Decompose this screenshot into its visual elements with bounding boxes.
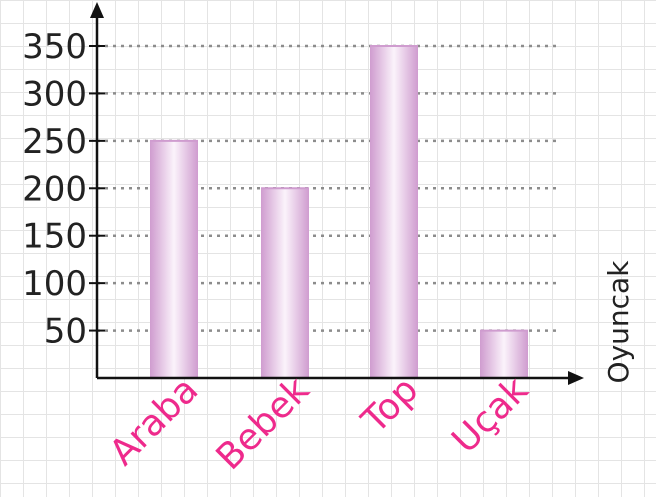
- y-tick-label: 250: [22, 122, 87, 162]
- x-axis-title: Oyuncak: [602, 260, 635, 384]
- y-tick-label: 350: [22, 27, 87, 67]
- bars: [150, 45, 528, 378]
- y-tick-label: 150: [22, 217, 87, 257]
- bar-bebek: [261, 188, 309, 378]
- x-category-label: Bebek: [209, 369, 318, 478]
- x-axis-arrow: [568, 371, 584, 385]
- x-category-label: Araba: [102, 369, 206, 473]
- y-tick-label: 50: [44, 312, 87, 352]
- y-tick-label: 300: [22, 74, 87, 114]
- bar-uçak: [480, 330, 528, 378]
- y-tick-label: 100: [22, 264, 87, 304]
- y-tick-label: 200: [22, 169, 87, 209]
- bar-araba: [150, 140, 198, 378]
- x-category-label: Top: [354, 369, 427, 442]
- axes: [89, 2, 584, 385]
- y-axis-arrow: [90, 2, 104, 18]
- bar-top: [370, 46, 418, 378]
- x-category-label: Uçak: [444, 369, 536, 461]
